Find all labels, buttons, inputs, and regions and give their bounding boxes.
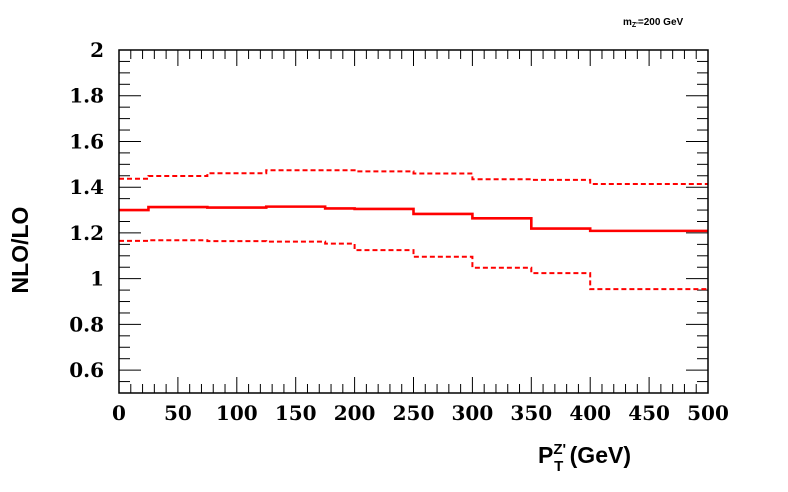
y-axis-label: NLO/LO xyxy=(7,207,33,294)
x-tick-label: 50 xyxy=(164,401,192,425)
y-tick-label: 2 xyxy=(90,38,104,62)
x-tick-label: 450 xyxy=(628,401,670,425)
y-tick-label: 0.6 xyxy=(69,358,104,382)
x-tick-label: 350 xyxy=(510,401,552,425)
y-tick-label: 1.4 xyxy=(69,175,104,199)
uncertainty-band-line-2 xyxy=(119,239,708,291)
x-tick-label: 300 xyxy=(452,401,494,425)
y-tick-label: 0.8 xyxy=(69,312,104,336)
x-tick-label: 0 xyxy=(112,401,126,425)
series-layer xyxy=(119,169,708,291)
y-tick-label: 1.6 xyxy=(69,129,104,153)
x-tick-label: 500 xyxy=(687,401,729,425)
x-axis-label: PZ' T (GeV) xyxy=(538,441,631,475)
x-tick-label: 250 xyxy=(393,401,435,425)
x-tick-label: 150 xyxy=(275,401,317,425)
plot-frame xyxy=(118,49,709,394)
y-tick-label: 1 xyxy=(90,267,104,291)
x-tick-label: 400 xyxy=(569,401,611,425)
axes-layer: 0 50 100 150 200 250 300 350 400 450 500 0.6 0.8 1 1.2… xyxy=(69,38,729,425)
x-tick-label: 200 xyxy=(334,401,376,425)
y-tick-label: 1.8 xyxy=(69,84,104,108)
uncertainty-band-line-1 xyxy=(119,169,708,185)
y-tick-label: 1.2 xyxy=(69,221,104,245)
central-ratio-line xyxy=(119,205,708,233)
mass-annotation: mZ'=200 GeV xyxy=(623,17,684,29)
x-tick-label: 100 xyxy=(216,401,258,425)
